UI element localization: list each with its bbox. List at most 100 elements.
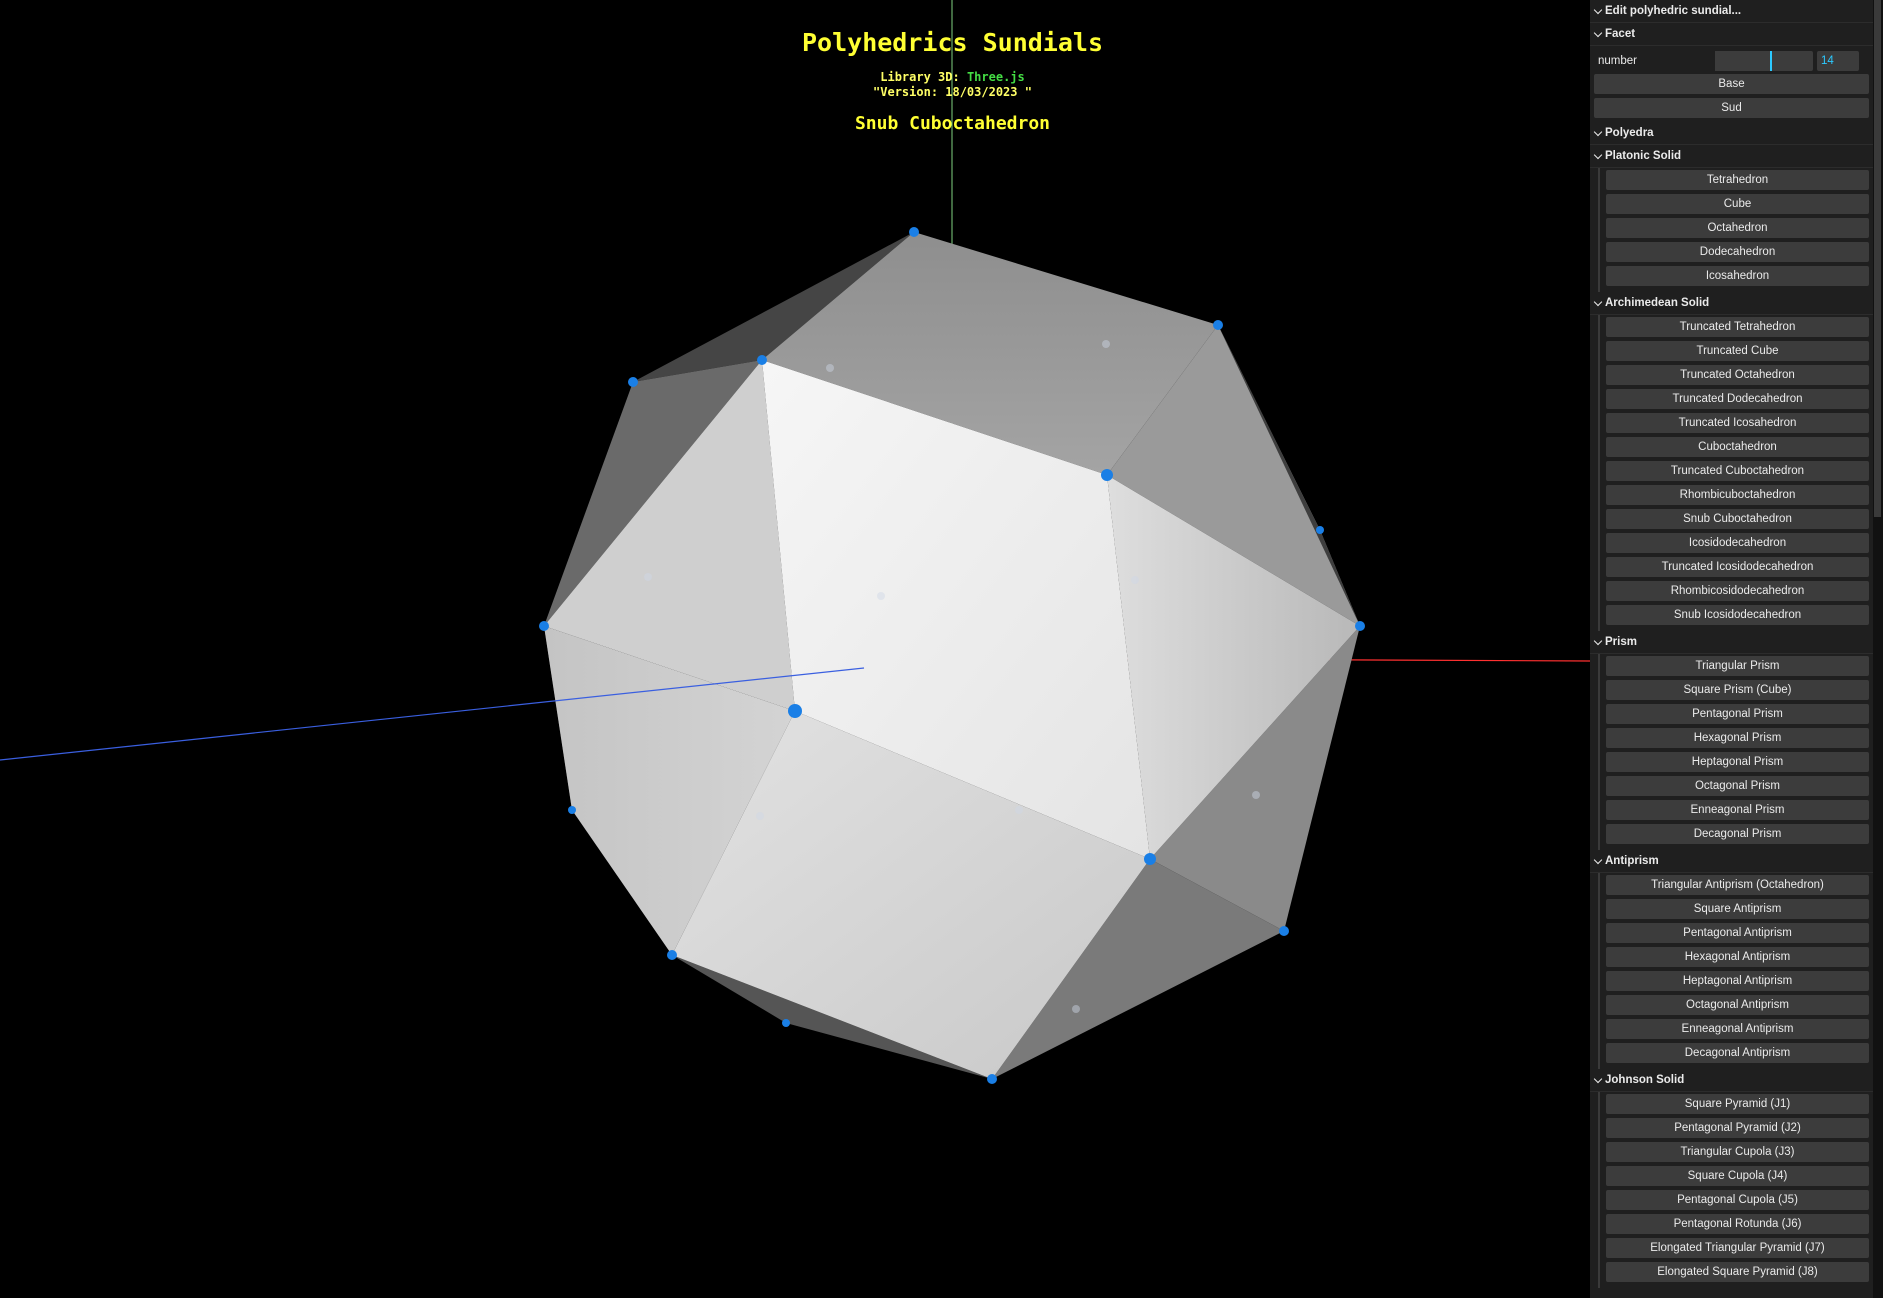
elongated-triangular-pyramid-j7-button[interactable]: Elongated Triangular Pyramid (J7) [1606,1238,1869,1258]
chevron-down-icon [1593,855,1603,865]
square-cupola-j4-button[interactable]: Square Cupola (J4) [1606,1166,1869,1186]
vertex-marker[interactable] [568,806,576,814]
tetrahedron-button[interactable]: Tetrahedron [1606,170,1869,190]
vertex-marker[interactable] [1213,320,1223,330]
vertex-marker[interactable] [909,227,919,237]
facet-number-slider[interactable] [1715,51,1813,71]
chevron-down-icon [1593,28,1603,38]
cuboctahedron-button[interactable]: Cuboctahedron [1606,437,1869,457]
chevron-down-icon [1593,150,1603,160]
sud-button[interactable]: Sud [1594,98,1869,118]
gui-scrollbar-thumb[interactable] [1874,0,1881,517]
vertex-marker[interactable] [1316,526,1324,534]
folder-johnson-label: Johnson Solid [1605,1074,1685,1086]
chevron-down-icon [1593,636,1603,646]
pentagonal-cupola-j5-button[interactable]: Pentagonal Cupola (J5) [1606,1190,1869,1210]
square-antiprism-button[interactable]: Square Antiprism [1606,899,1869,919]
facet-number-input[interactable] [1817,51,1859,71]
face-right-edge-dark [1218,325,1360,626]
gui-root-title-label: Edit polyhedric sundial... [1605,5,1742,17]
triangular-antiprism-octahedron-button[interactable]: Triangular Antiprism (Octahedron) [1606,875,1869,895]
folder-prism[interactable]: Prism [1590,631,1873,654]
truncated-tetrahedron-button[interactable]: Truncated Tetrahedron [1606,317,1869,337]
facet-number-row: number [1594,48,1869,74]
hexagonal-prism-button[interactable]: Hexagonal Prism [1606,728,1869,748]
cube-button[interactable]: Cube [1606,194,1869,214]
face-top-left-dark [633,232,914,382]
polyhedron-scene[interactable] [0,0,1590,1298]
gui-panel[interactable]: Edit polyhedric sundial... Facet number … [1590,0,1873,1298]
enneagonal-prism-button[interactable]: Enneagonal Prism [1606,800,1869,820]
vertex-marker[interactable] [1279,926,1289,936]
folder-polyedra-label: Polyedra [1605,127,1654,139]
gui-root-title[interactable]: Edit polyhedric sundial... [1590,0,1873,23]
platonic-list: Tetrahedron Cube Octahedron Dodecahedron Ico… [1598,168,1873,292]
antiprism-list: Triangular Antiprism (Octahedron) Square … [1598,873,1873,1069]
face-upper-left-tri [544,360,795,711]
pentagonal-rotunda-j6-button[interactable]: Pentagonal Rotunda (J6) [1606,1214,1869,1234]
vertex-marker[interactable] [628,377,638,387]
face-bottom-right [992,859,1284,1079]
polyhedron-vertices[interactable] [539,227,1365,1084]
pentagonal-pyramid-j2-button[interactable]: Pentagonal Pyramid (J2) [1606,1118,1869,1138]
elongated-square-pyramid-j8-button[interactable]: Elongated Square Pyramid (J8) [1606,1262,1869,1282]
snub-icosidodecahedron-button[interactable]: Snub Icosidodecahedron [1606,605,1869,625]
truncated-cuboctahedron-button[interactable]: Truncated Cuboctahedron [1606,461,1869,481]
pentagonal-prism-button[interactable]: Pentagonal Prism [1606,704,1869,724]
facet-buttons: Base Sud [1594,74,1869,118]
rhombicosidodecahedron-button[interactable]: Rhombicosidodecahedron [1606,581,1869,601]
folder-archimedean[interactable]: Archimedean Solid [1590,292,1873,315]
square-pyramid-j1-button[interactable]: Square Pyramid (J1) [1606,1094,1869,1114]
vertex-marker[interactable] [987,1074,997,1084]
vertex-marker[interactable] [1144,853,1156,865]
app-title: Polyhedrics Sundials [801,28,1104,57]
icosidodecahedron-button[interactable]: Icosidodecahedron [1606,533,1869,553]
pentagonal-antiprism-button[interactable]: Pentagonal Antiprism [1606,923,1869,943]
icosahedron-button[interactable]: Icosahedron [1606,266,1869,286]
truncated-dodecahedron-button[interactable]: Truncated Dodecahedron [1606,389,1869,409]
truncated-cube-button[interactable]: Truncated Cube [1606,341,1869,361]
vertex-marker[interactable] [667,950,677,960]
rhombicuboctahedron-button[interactable]: Rhombicuboctahedron [1606,485,1869,505]
library-label: Library 3D: [880,70,967,84]
facet-centers [644,340,1260,1013]
folder-antiprism[interactable]: Antiprism [1590,850,1873,873]
threejs-link[interactable]: Three.js [966,70,1025,84]
truncated-icosahedron-button[interactable]: Truncated Icosahedron [1606,413,1869,433]
gui-scrollbar[interactable] [1873,0,1883,1298]
version-label: "Version: 18/03/2023 " [873,85,1032,99]
octagonal-prism-button[interactable]: Octagonal Prism [1606,776,1869,796]
folder-polyedra[interactable]: Polyedra [1590,122,1873,145]
decagonal-antiprism-button[interactable]: Decagonal Antiprism [1606,1043,1869,1063]
enneagonal-antiprism-button[interactable]: Enneagonal Antiprism [1606,1019,1869,1039]
vertex-marker[interactable] [788,704,802,718]
square-prism-cube-button[interactable]: Square Prism (Cube) [1606,680,1869,700]
folder-archimedean-label: Archimedean Solid [1605,297,1710,309]
vertex-marker[interactable] [1101,469,1113,481]
triangular-cupola-j3-button[interactable]: Triangular Cupola (J3) [1606,1142,1869,1162]
folder-platonic-label: Platonic Solid [1605,150,1682,162]
triangular-prism-button[interactable]: Triangular Prism [1606,656,1869,676]
folder-johnson[interactable]: Johnson Solid [1590,1069,1873,1092]
octahedron-button[interactable]: Octahedron [1606,218,1869,238]
folder-facet-label: Facet [1605,28,1636,40]
folder-platonic[interactable]: Platonic Solid [1590,145,1873,168]
vertex-marker[interactable] [1355,621,1365,631]
octagonal-antiprism-button[interactable]: Octagonal Antiprism [1606,995,1869,1015]
truncated-icosidodecahedron-button[interactable]: Truncated Icosidodecahedron [1606,557,1869,577]
folder-facet[interactable]: Facet [1590,23,1873,46]
snub-cuboctahedron-button[interactable]: Snub Cuboctahedron [1606,509,1869,529]
base-button[interactable]: Base [1594,74,1869,94]
hexagonal-antiprism-button[interactable]: Hexagonal Antiprism [1606,947,1869,967]
heptagonal-prism-button[interactable]: Heptagonal Prism [1606,752,1869,772]
solid-name: Snub Cuboctahedron [854,113,1051,134]
vertex-marker[interactable] [539,621,549,631]
dodecahedron-button[interactable]: Dodecahedron [1606,242,1869,262]
chevron-down-icon [1593,5,1603,15]
3d-viewport[interactable]: Polyhedrics Sundials Library 3D: Three.j… [0,0,1590,1298]
heptagonal-antiprism-button[interactable]: Heptagonal Antiprism [1606,971,1869,991]
vertex-marker[interactable] [782,1019,790,1027]
decagonal-prism-button[interactable]: Decagonal Prism [1606,824,1869,844]
vertex-marker[interactable] [757,355,767,365]
truncated-octahedron-button[interactable]: Truncated Octahedron [1606,365,1869,385]
